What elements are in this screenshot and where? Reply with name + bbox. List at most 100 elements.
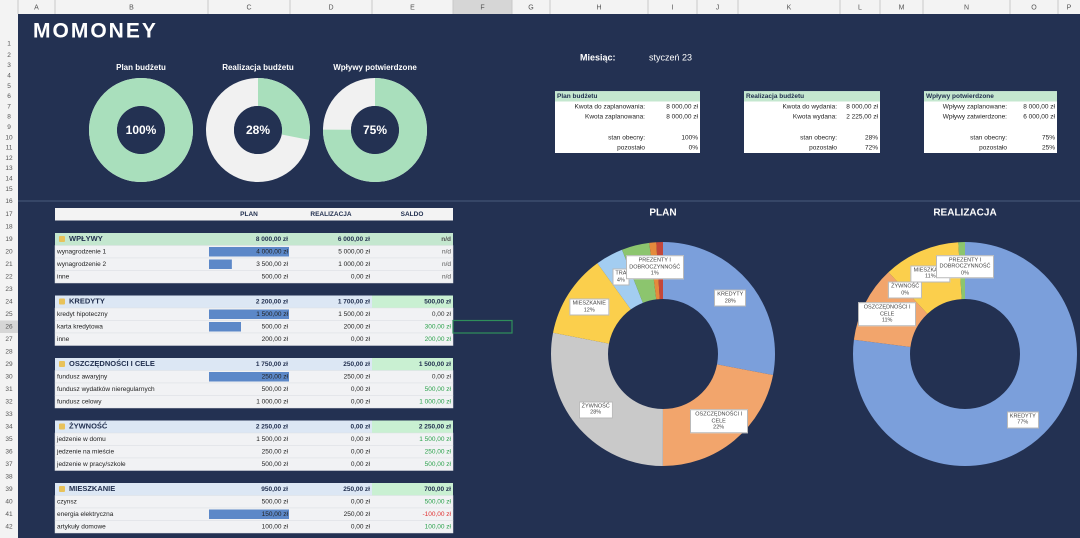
selected-column-header xyxy=(453,0,512,14)
summary-value: 8 000,00 zł xyxy=(846,103,878,110)
row-header: 4 xyxy=(7,72,11,79)
item-plan: 500,00 zł xyxy=(262,273,289,280)
row-header: 22 xyxy=(5,273,13,280)
month-value: styczeń 23 xyxy=(649,52,692,62)
section-realizacja: 1 700,00 zł xyxy=(338,298,370,305)
gauge-arc xyxy=(89,78,193,182)
item-realizacja: 0,00 zł xyxy=(351,398,371,405)
row-header: 23 xyxy=(5,286,13,293)
pie-label-value: 28% xyxy=(724,298,736,305)
pie-label-category: OSZCZĘDNOŚCI I CELE xyxy=(863,304,911,318)
item-name: fundusz celowy xyxy=(57,398,102,405)
item-plan: 500,00 zł xyxy=(262,461,289,468)
column-header: N xyxy=(964,4,969,11)
progress-bar xyxy=(209,509,289,519)
item-saldo: -100,00 zł xyxy=(422,511,451,518)
summary-header xyxy=(924,91,1057,102)
column-header: M xyxy=(899,4,905,11)
row-header: 16 xyxy=(5,198,13,205)
section-row xyxy=(55,295,453,308)
row-header: 15 xyxy=(5,186,13,193)
summary-title: Wpływy potwierdzone xyxy=(926,93,994,100)
pie-label-value: 11% xyxy=(881,317,893,324)
row-header: 33 xyxy=(5,411,13,418)
section-saldo-cell xyxy=(372,483,453,496)
section-row xyxy=(55,420,453,433)
item-plan: 1 000,00 zł xyxy=(256,398,288,405)
summary-label: stan obecny: xyxy=(800,134,837,141)
gauge-title: Plan budżetu xyxy=(116,63,166,72)
gauge-hole xyxy=(351,106,399,154)
row-header: 12 xyxy=(5,155,13,162)
item-realizacja: 0,00 zł xyxy=(351,336,371,343)
column-header: I xyxy=(672,4,674,11)
column-header: A xyxy=(34,4,39,11)
pie-label-category: PREZENTY I DOBROCZYNNOŚĆ xyxy=(629,257,681,270)
item-saldo: 0,00 zł xyxy=(432,373,452,380)
section-realizacja: 0,00 zł xyxy=(350,423,370,430)
summary-label: Wpływy zatwierdzone: xyxy=(943,114,1007,121)
item-realizacja: 0,00 zł xyxy=(351,448,371,455)
gauge-title: Wpływy potwierdzone xyxy=(333,63,417,72)
gauge-value-label: 100% xyxy=(126,123,157,137)
summary-value: 8 000,00 zł xyxy=(666,103,698,110)
summary-value: 6 000,00 zł xyxy=(1023,114,1055,121)
row-header: 25 xyxy=(5,311,13,318)
section-icon xyxy=(59,486,65,492)
item-saldo: n/d xyxy=(442,261,451,268)
item-saldo: 500,00 zł xyxy=(425,498,452,505)
row-header: 35 xyxy=(5,436,13,443)
summary-label: Kwota zaplanowana: xyxy=(585,114,645,121)
summary-label: pozostało xyxy=(979,145,1007,152)
item-name: fundusz awaryjny xyxy=(57,373,108,380)
item-name: inne xyxy=(57,336,70,343)
logo: MOMONEY xyxy=(33,20,158,43)
summary-label: stan obecny: xyxy=(970,134,1007,141)
pie-data-label: OSZCZĘDNOŚCI I CELE 11% xyxy=(858,302,917,327)
item-realizacja: 250,00 zł xyxy=(344,373,371,380)
row-header: 9 xyxy=(7,124,11,131)
row-header: 40 xyxy=(5,498,13,505)
row-header: 6 xyxy=(7,93,11,100)
row-header: 42 xyxy=(5,523,13,530)
summary-label: Wpływy zaplanowane: xyxy=(943,103,1008,110)
section-plan: 8 000,00 zł xyxy=(256,236,288,243)
item-plan: 4 000,00 zł xyxy=(256,248,288,255)
progress-bar xyxy=(209,372,289,382)
gauge-hole xyxy=(117,106,165,154)
item-plan: 500,00 zł xyxy=(262,323,289,330)
item-row xyxy=(54,432,454,446)
summary-value: 0% xyxy=(689,145,699,152)
summary-label: stan obecny: xyxy=(608,134,645,141)
item-realizacja: 0,00 zł xyxy=(351,386,371,393)
item-row xyxy=(54,395,454,409)
row-header: 41 xyxy=(5,511,13,518)
item-row xyxy=(54,495,454,509)
pie-label-value: 0% xyxy=(961,269,969,276)
item-name: wynagrodzenie 2 xyxy=(56,261,107,268)
row-header: 37 xyxy=(5,461,13,468)
section-name: ŻYWNOŚĆ xyxy=(69,422,108,431)
item-row xyxy=(54,320,454,334)
row-header: 29 xyxy=(5,361,13,368)
summary-value: 100% xyxy=(681,134,698,141)
summary-title: Plan budżetu xyxy=(557,93,597,100)
row-header: 31 xyxy=(5,386,13,393)
item-plan: 500,00 zł xyxy=(262,498,289,505)
progress-bar xyxy=(209,247,289,257)
gauge-value-label: 75% xyxy=(363,123,387,137)
pie-label-category: MIESZKANIE xyxy=(572,300,606,307)
progress-bar xyxy=(209,322,241,332)
column-header: K xyxy=(787,4,792,11)
item-name: artykuły domowe xyxy=(57,523,106,530)
month-label: Miesiąc: xyxy=(580,52,616,62)
row-header: 18 xyxy=(5,223,13,230)
item-row xyxy=(54,445,454,459)
item-saldo: 250,00 zł xyxy=(425,448,452,455)
section-realizacja: 250,00 zł xyxy=(343,486,370,493)
pie-label-value: 0% xyxy=(901,290,910,297)
column-header: L xyxy=(858,4,862,11)
section-saldo: 2 250,00 zł xyxy=(419,423,451,430)
item-saldo: 200,00 zł xyxy=(425,336,452,343)
